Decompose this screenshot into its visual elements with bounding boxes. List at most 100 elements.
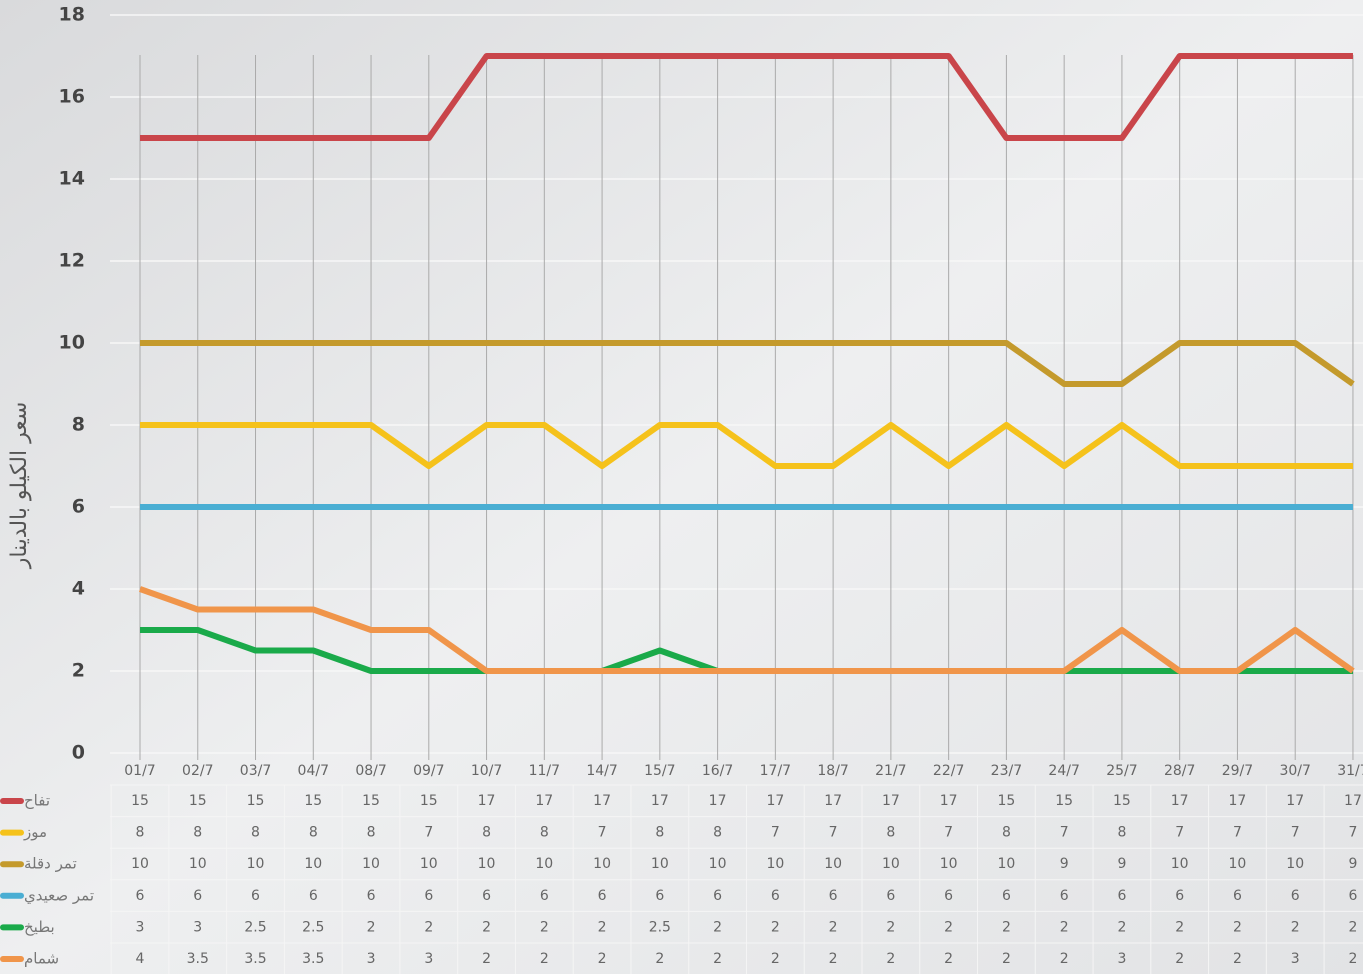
table-cell: 10 — [189, 856, 207, 872]
x-tick-label: 29/7 — [1222, 763, 1253, 779]
table-cell: 10 — [304, 856, 322, 872]
table-cell: 2 — [1002, 951, 1011, 967]
table-cell: 15 — [362, 793, 380, 809]
table-cell: 6 — [1060, 888, 1069, 904]
x-tick-label: 17/7 — [760, 763, 791, 779]
y-tick-label: 8 — [72, 414, 85, 436]
legend-swatch — [0, 956, 24, 962]
table-cell: 2 — [1233, 951, 1242, 967]
y-tick-label: 0 — [72, 742, 85, 764]
table-cell: 10 — [766, 856, 784, 872]
table-cell: 8 — [136, 825, 145, 841]
table-cell: 15 — [1055, 793, 1073, 809]
table-cell: 10 — [131, 856, 149, 872]
table-cell: 17 — [651, 793, 669, 809]
table-cell: 6 — [1233, 888, 1242, 904]
table-cell: 8 — [482, 825, 491, 841]
x-tick-label: 09/7 — [413, 763, 444, 779]
x-tick-label: 18/7 — [817, 763, 848, 779]
x-tick-label: 03/7 — [240, 763, 271, 779]
table-cell: 7 — [1233, 825, 1242, 841]
table-cell: 2 — [540, 919, 549, 935]
table-cell: 15 — [189, 793, 207, 809]
table-cell: 2 — [482, 951, 491, 967]
table-cell: 9 — [1348, 856, 1357, 872]
series-line — [140, 53, 1353, 141]
table-cell: 2 — [482, 919, 491, 935]
legend-label: تفاح — [24, 792, 50, 810]
table-cell: 2 — [886, 951, 895, 967]
table-cell: 15 — [420, 793, 438, 809]
table-cell: 2.5 — [302, 919, 324, 935]
x-tick-label: 30/7 — [1279, 763, 1310, 779]
table-cell: 3 — [367, 951, 376, 967]
table-cell: 3 — [193, 919, 202, 935]
table-cell: 17 — [824, 793, 842, 809]
table-cell: 3 — [1291, 951, 1300, 967]
y-tick-label: 10 — [59, 332, 85, 354]
table-cell: 7 — [1175, 825, 1184, 841]
table-cell: 17 — [882, 793, 900, 809]
table-cell: 2 — [713, 951, 722, 967]
table-cell: 10 — [882, 856, 900, 872]
table-cell: 7 — [829, 825, 838, 841]
x-tick-label: 04/7 — [298, 763, 329, 779]
table-cell: 10 — [709, 856, 727, 872]
table-cell: 17 — [940, 793, 958, 809]
table-cell: 6 — [944, 888, 953, 904]
series-line — [138, 586, 1355, 674]
table-cell: 3 — [424, 951, 433, 967]
table-cell: 6 — [136, 888, 145, 904]
table-cell: 6 — [1348, 888, 1357, 904]
table-cell: 2 — [1291, 919, 1300, 935]
table-cell: 10 — [478, 856, 496, 872]
table-cell: 6 — [424, 888, 433, 904]
table-cell: 7 — [771, 825, 780, 841]
legend-swatch — [0, 861, 24, 868]
table-cell: 2 — [886, 919, 895, 935]
table-cell: 10 — [593, 856, 611, 872]
table-cell: 8 — [540, 825, 549, 841]
table-cell: 2 — [829, 919, 838, 935]
table-cell: 6 — [771, 888, 780, 904]
table-cell: 2 — [1060, 919, 1069, 935]
table-cell: 2 — [1175, 919, 1184, 935]
x-tick-label: 08/7 — [355, 763, 386, 779]
table-cell: 9 — [1060, 856, 1069, 872]
x-tick-label: 22/7 — [933, 763, 964, 779]
x-tick-label: 21/7 — [875, 763, 906, 779]
table-cell: 7 — [424, 825, 433, 841]
table-cell: 8 — [251, 825, 260, 841]
table-cell: 10 — [651, 856, 669, 872]
table-cell: 2 — [598, 919, 607, 935]
table-cell: 17 — [1171, 793, 1189, 809]
table-cell: 2 — [713, 919, 722, 935]
y-tick-label: 4 — [72, 578, 85, 600]
table-cell: 15 — [131, 793, 149, 809]
x-tick-label: 16/7 — [702, 763, 733, 779]
table-cell: 10 — [1229, 856, 1247, 872]
table-cell: 15 — [304, 793, 322, 809]
table-cell: 2 — [944, 919, 953, 935]
x-tick-label: 24/7 — [1048, 763, 1079, 779]
table-cell: 2 — [1233, 919, 1242, 935]
table-cell: 2 — [598, 951, 607, 967]
table-cell: 6 — [482, 888, 491, 904]
table-cell: 10 — [535, 856, 553, 872]
table-cell: 10 — [940, 856, 958, 872]
table-cell: 17 — [766, 793, 784, 809]
table-cell: 15 — [997, 793, 1015, 809]
legend-swatch — [0, 892, 24, 899]
table-cell: 6 — [713, 888, 722, 904]
table-cell: 6 — [598, 888, 607, 904]
table-cell: 6 — [367, 888, 376, 904]
table-cell: 8 — [655, 825, 664, 841]
table-cell: 6 — [655, 888, 664, 904]
table-cell: 9 — [1117, 856, 1126, 872]
table-cell: 3.5 — [244, 951, 266, 967]
table-cell: 3 — [1117, 951, 1126, 967]
table-cell: 8 — [367, 825, 376, 841]
table-cell: 17 — [1229, 793, 1247, 809]
x-tick-label: 11/7 — [529, 763, 560, 779]
